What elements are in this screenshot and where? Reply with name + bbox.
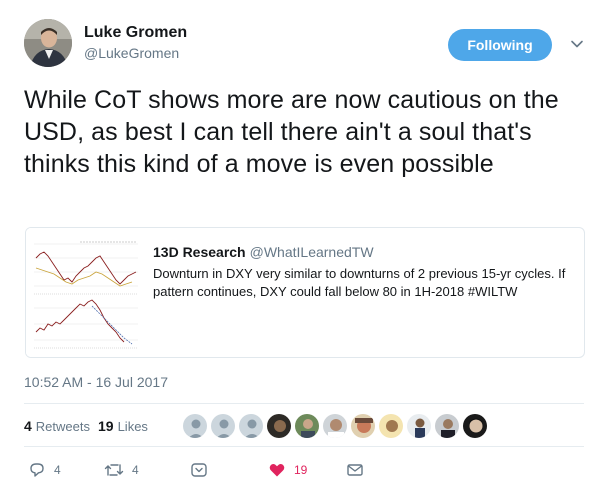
liker-avatars <box>182 413 490 439</box>
card-thumbnail <box>26 228 144 357</box>
card-description: Downturn in DXY very similar to downturn… <box>153 266 566 299</box>
tweet-header: Luke Gromen @LukeGromen Following <box>24 19 584 69</box>
envelope-icon <box>347 464 363 476</box>
card-body: 13D Research @WhatILearnedTW Downturn in … <box>153 243 573 301</box>
retweets-count: 4 <box>24 418 32 434</box>
following-button[interactable]: Following <box>448 29 552 61</box>
reply-button[interactable]: 4 <box>28 458 61 482</box>
save-tweet-icon <box>191 463 207 477</box>
like-button[interactable]: 19 <box>268 458 307 482</box>
retweet-icon <box>104 464 124 476</box>
card-title-row: 13D Research @WhatILearnedTW <box>153 243 573 261</box>
card-author-handle[interactable]: @WhatILearnedTW <box>249 244 374 260</box>
user-avatar[interactable] <box>462 413 488 439</box>
tweet-timestamp[interactable]: 10:52 AM - 16 Jul 2017 <box>24 374 168 390</box>
retweets-label: Retweets <box>35 418 90 434</box>
author-name[interactable]: Luke Gromen <box>84 24 188 41</box>
tweet-actions: 4 4 19 <box>24 458 424 482</box>
like-count: 19 <box>294 463 308 477</box>
user-avatar[interactable] <box>266 413 292 439</box>
default-avatar-icon[interactable] <box>238 413 264 439</box>
likes-label: Likes <box>117 418 148 434</box>
retweet-button[interactable]: 4 <box>104 458 139 482</box>
author-handle[interactable]: @LukeGromen <box>84 45 180 61</box>
divider <box>24 446 584 447</box>
engagement-stats: 4 Retweets 19 Likes <box>24 413 156 439</box>
user-avatar[interactable] <box>378 413 404 439</box>
retweets-stat[interactable]: 4 Retweets <box>24 418 90 434</box>
tweet-text: While CoT shows more are now cautious on… <box>24 86 559 178</box>
likes-stat[interactable]: 19 Likes <box>98 418 148 434</box>
divider <box>24 403 584 404</box>
chevron-down-icon[interactable] <box>566 33 588 55</box>
avatar[interactable] <box>24 19 72 67</box>
quoted-card[interactable]: 13D Research @WhatILearnedTW Downturn in … <box>25 227 585 358</box>
user-avatar[interactable] <box>294 413 320 439</box>
reply-icon <box>30 463 44 477</box>
card-author-name[interactable]: 13D Research <box>153 244 246 260</box>
direct-message-in-tweet-button[interactable] <box>190 458 208 482</box>
heart-icon <box>269 463 285 477</box>
default-avatar-icon[interactable] <box>182 413 208 439</box>
reply-count: 4 <box>54 463 61 477</box>
likes-count: 19 <box>98 418 114 434</box>
user-avatar[interactable] <box>406 413 432 439</box>
user-avatar[interactable] <box>434 413 460 439</box>
user-avatar[interactable] <box>350 413 376 439</box>
default-avatar-icon[interactable] <box>210 413 236 439</box>
direct-message-button[interactable] <box>346 458 364 482</box>
retweet-count: 4 <box>132 463 139 477</box>
user-avatar[interactable] <box>322 413 348 439</box>
